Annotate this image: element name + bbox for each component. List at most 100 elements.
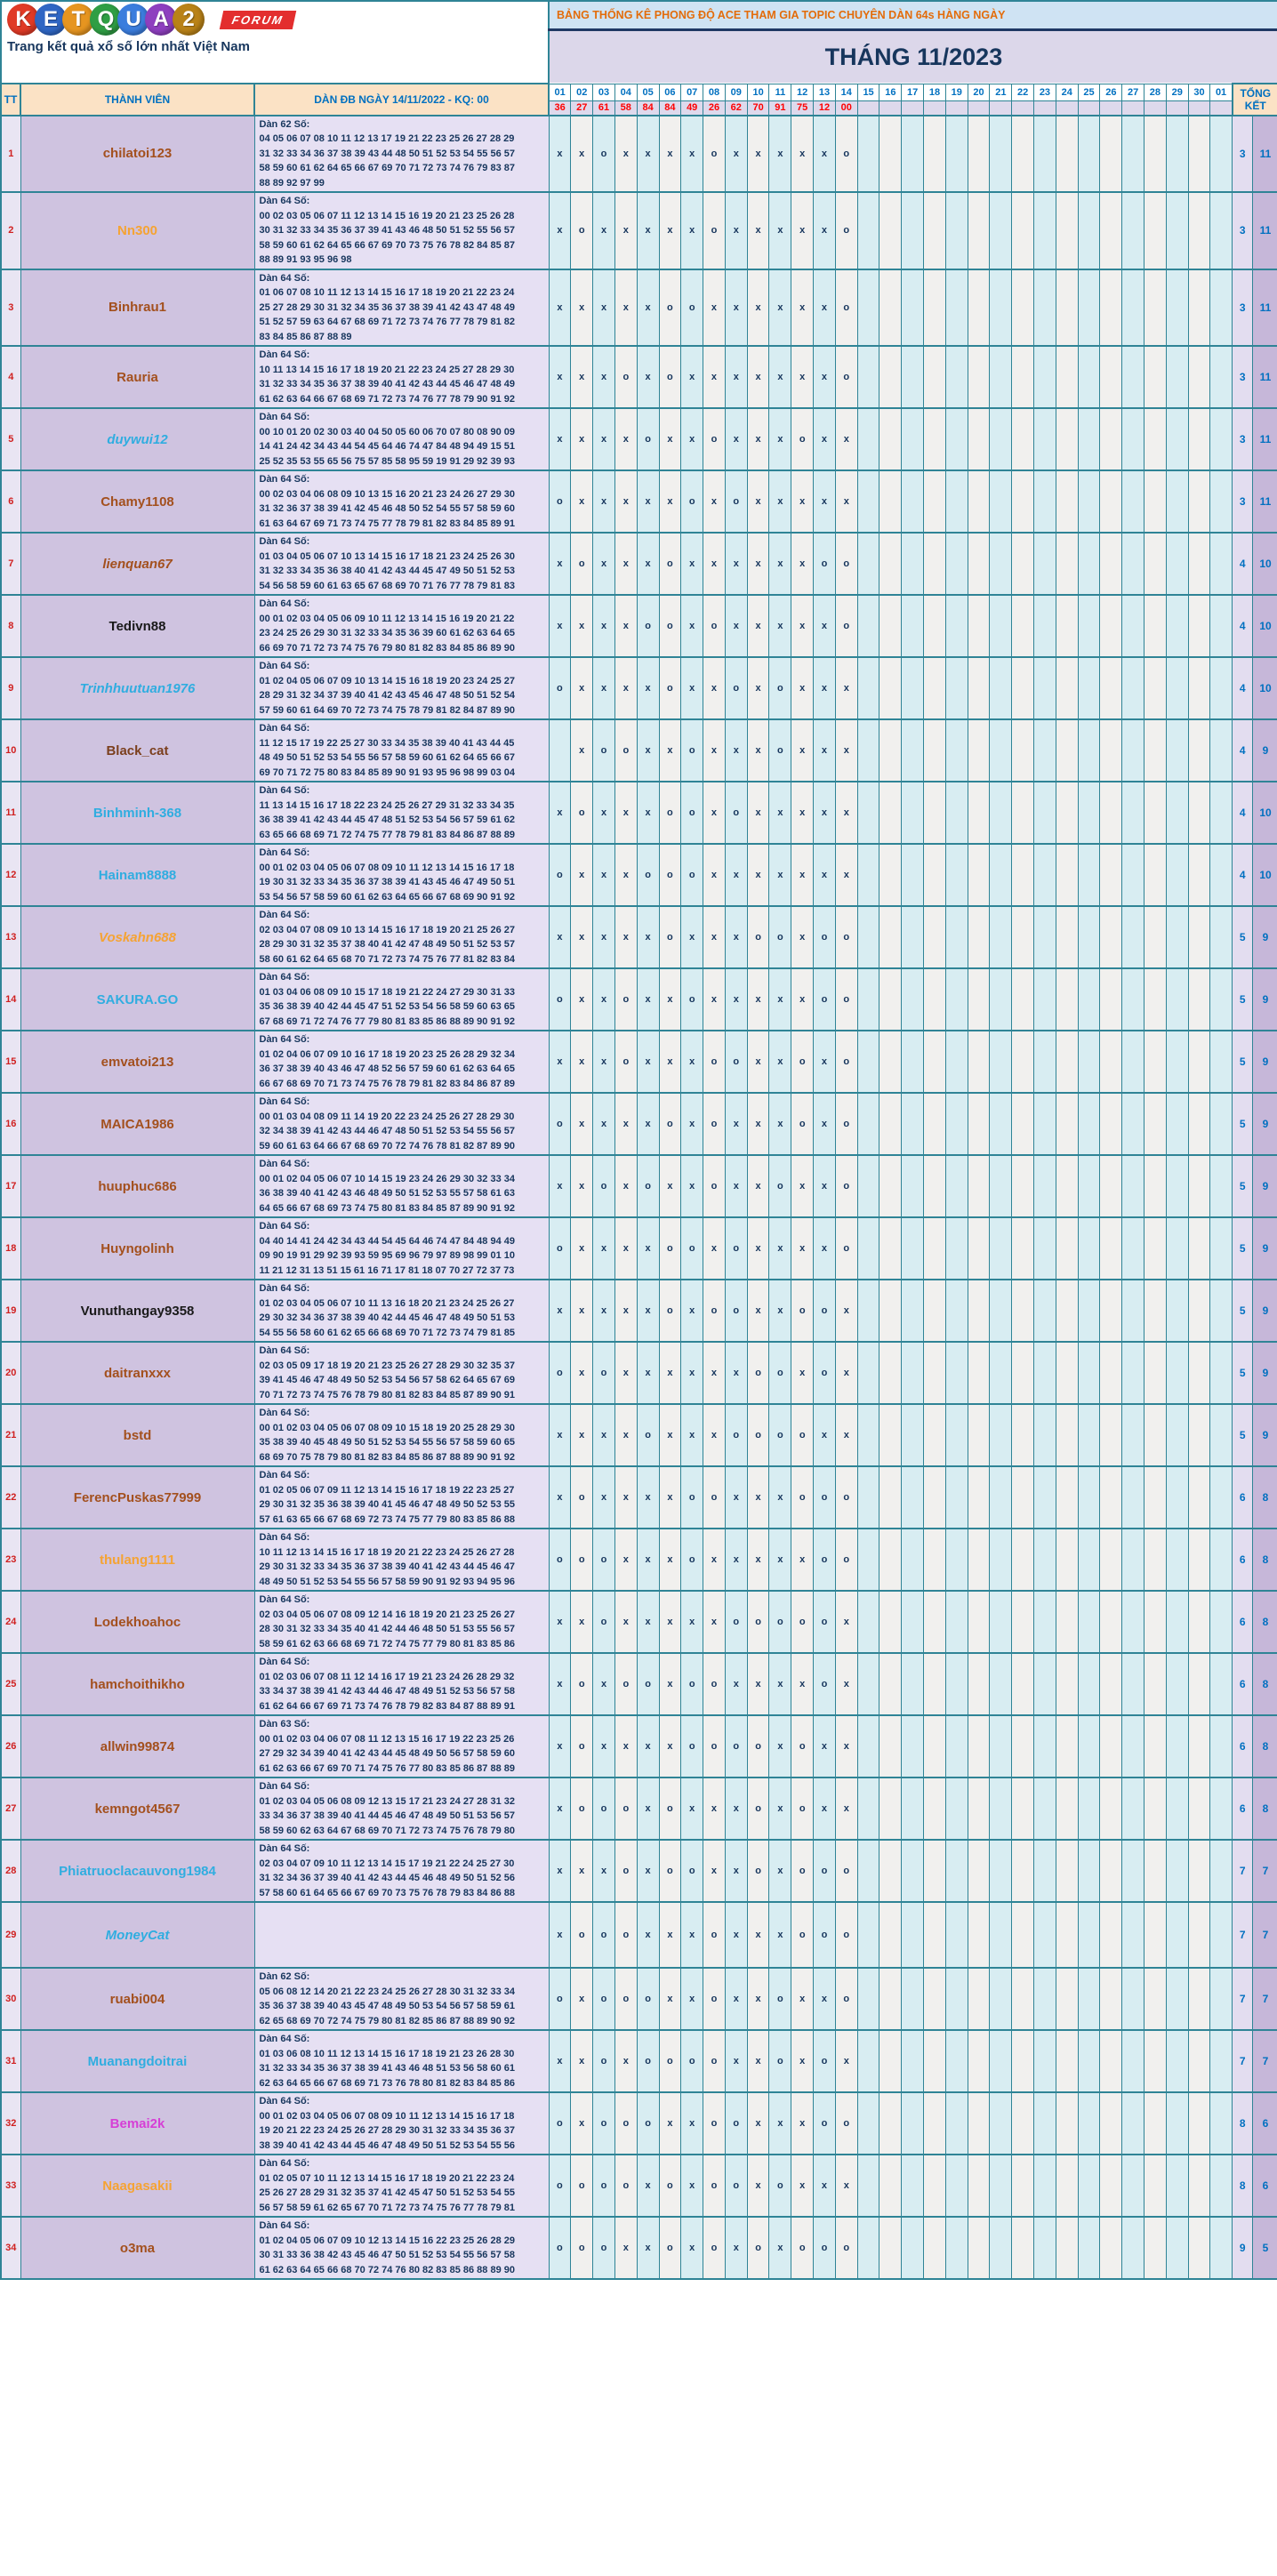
mark-day-14: x [834, 718, 858, 782]
member-name[interactable]: emvatoi213 [100, 1054, 174, 1070]
mark-day-2: x [570, 268, 594, 347]
forum-badge[interactable]: FORUM [219, 10, 296, 29]
mark-day-14: x [834, 1341, 858, 1405]
mark-day-2: x [570, 345, 594, 409]
total-x-count: 8 [1252, 1590, 1277, 1654]
member-name[interactable]: MAICA1986 [100, 1116, 174, 1132]
member-name[interactable]: Lodekhoahoc [93, 1614, 181, 1630]
mark-day-9: x [724, 718, 748, 782]
member-name[interactable]: duywui12 [107, 431, 168, 447]
mark-day-28 [1144, 2029, 1167, 2093]
mark-day-12: o [791, 1403, 815, 1467]
mark-day-30 [1187, 1030, 1211, 1094]
member-name[interactable]: Voskahn688 [99, 929, 176, 945]
mark-day-27 [1121, 656, 1145, 720]
member-name[interactable]: lienquan67 [102, 556, 173, 572]
mark-day-19 [944, 1528, 968, 1592]
mark-day-19 [944, 718, 968, 782]
mark-day-23 [1033, 191, 1056, 269]
dan-line: 19 20 21 22 23 24 25 26 27 28 29 30 31 3… [259, 2125, 515, 2136]
mark-day-21 [989, 1652, 1013, 1716]
member-row: 23 thulang1111 Dàn 64 Số: 10 11 12 13 14 15… [0, 1528, 1277, 1592]
member-name[interactable]: MoneyCat [105, 1927, 170, 1943]
mark-day-11: x [768, 967, 792, 1031]
member-name[interactable]: huuphuc686 [98, 1178, 177, 1194]
dan-numbers-cell: Dàn 64 Số: 02 03 04 07 08 09 10 13 14 15 … [253, 905, 550, 969]
mark-day-12: o [791, 1030, 815, 1094]
mark-day-7: x [680, 345, 704, 409]
mark-day-28 [1144, 905, 1167, 969]
mark-day-9: o [724, 1030, 748, 1094]
member-name[interactable]: Black_cat [106, 742, 169, 758]
mark-day-17 [901, 191, 925, 269]
member-name[interactable]: bstd [123, 1427, 152, 1443]
member-name[interactable]: Muanangdoitrai [87, 2053, 188, 2069]
mark-day-14: x [834, 1403, 858, 1467]
member-name[interactable]: Naagasakii [102, 2178, 173, 2194]
member-name[interactable]: chilatoi123 [102, 146, 173, 162]
member-name[interactable]: Chamy1108 [100, 494, 174, 510]
mark-day-8: o [703, 2154, 726, 2218]
mark-day-2: o [570, 2154, 594, 2218]
mark-day-9: x [724, 905, 748, 969]
member-name[interactable]: Binhrau1 [108, 300, 166, 316]
member-cell: bstd [20, 1403, 255, 1467]
member-name[interactable]: FerencPuskas77999 [73, 1489, 202, 1505]
dan-line: 00 10 01 20 02 30 03 40 04 50 05 60 06 7… [259, 426, 515, 437]
mark-day-22 [1011, 1839, 1035, 1903]
dan-line: 30 31 33 36 38 42 43 45 46 47 50 51 52 5… [259, 2250, 515, 2260]
mark-day-3: x [592, 905, 615, 969]
member-name[interactable]: Vunuthangay9358 [80, 1303, 195, 1319]
mark-day-3: o [592, 114, 615, 193]
mark-day-14: o [834, 1839, 858, 1903]
member-name[interactable]: Bemai2k [109, 2115, 165, 2131]
mark-day-20 [967, 1590, 991, 1654]
mark-day-25 [1077, 905, 1101, 969]
member-row: 19 Vunuthangay9358 Dàn 64 Số: 01 02 03 04 0… [0, 1279, 1277, 1343]
member-name[interactable]: SAKURA.GO [96, 991, 179, 1007]
mark-day-21 [989, 407, 1013, 471]
mark-day-10: x [746, 1465, 770, 1529]
mark-day-28 [1144, 1279, 1167, 1343]
dan-line: 00 02 03 04 06 08 09 10 13 15 16 20 21 2… [259, 488, 515, 500]
mark-day-28 [1144, 1839, 1167, 1903]
dan-numbers-cell: Dàn 64 Số: 01 03 06 08 10 11 12 13 14 15 … [253, 2029, 550, 2093]
mark-day-28 [1144, 594, 1167, 658]
mark-day-22 [1011, 594, 1035, 658]
mark-day-7: x [680, 114, 704, 193]
member-name[interactable]: daitranxxx [103, 1365, 172, 1381]
mark-day-20 [967, 1652, 991, 1716]
member-name[interactable]: Trinhhuutuan1976 [79, 680, 196, 696]
total-o-count: 5 [1232, 1403, 1254, 1467]
member-name[interactable]: Hainam8888 [98, 867, 177, 883]
mark-day-17 [901, 532, 925, 596]
member-name[interactable]: ruabi004 [109, 1991, 165, 2007]
member-name[interactable]: Huyngolinh [100, 1240, 174, 1256]
member-name[interactable]: Phiatruoclacauvong1984 [59, 1863, 216, 1879]
member-name[interactable]: Rauria [116, 369, 158, 385]
dan-title: Dàn 63 Số: [259, 1719, 310, 1729]
member-name[interactable]: allwin99874 [100, 1738, 175, 1754]
mark-day-27 [1121, 905, 1145, 969]
mark-day-6: o [658, 345, 682, 409]
member-name[interactable]: hamchoithikho [90, 1676, 185, 1692]
member-name[interactable]: thulang1111 [99, 1552, 176, 1568]
member-name[interactable]: Binhminh-368 [92, 805, 182, 821]
mark-day-28 [1144, 1465, 1167, 1529]
total-o-count: 3 [1232, 407, 1254, 471]
mark-day-2: x [570, 1839, 594, 1903]
mark-day-14: o [834, 1528, 858, 1592]
mark-day-1: o [548, 843, 572, 907]
kq-result-day-31 [1209, 100, 1233, 116]
mark-day-8: x [703, 469, 726, 534]
mark-day-19 [944, 407, 968, 471]
mark-day-1: x [548, 1590, 572, 1654]
member-name[interactable]: Tedivn88 [108, 618, 166, 634]
member-name[interactable]: kemngot4567 [94, 1801, 181, 1817]
member-name[interactable]: o3ma [119, 2240, 156, 2256]
mark-day-14: o [834, 345, 858, 409]
mark-day-9: x [724, 1839, 748, 1903]
member-name[interactable]: Nn300 [116, 222, 158, 238]
mark-day-17 [901, 905, 925, 969]
